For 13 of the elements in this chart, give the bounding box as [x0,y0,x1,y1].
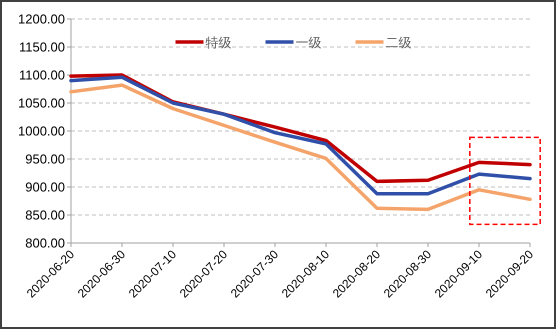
y-tick-label: 1200.00 [18,12,65,26]
y-tick-label: 900.00 [25,180,65,194]
y-tick-label: 800.00 [25,236,65,250]
y-tick-label: 1100.00 [18,68,65,82]
y-tick-label: 850.00 [25,208,65,222]
legend-label: 特级 [206,35,232,50]
y-tick-label: 1000.00 [18,124,65,138]
y-tick-label: 950.00 [25,152,65,166]
legend-label: 一级 [296,35,322,50]
legend-label: 二级 [386,35,412,50]
line-series [69,83,532,212]
y-tick-label: 1150.00 [18,40,65,54]
y-tick-label: 1050.00 [18,96,65,110]
